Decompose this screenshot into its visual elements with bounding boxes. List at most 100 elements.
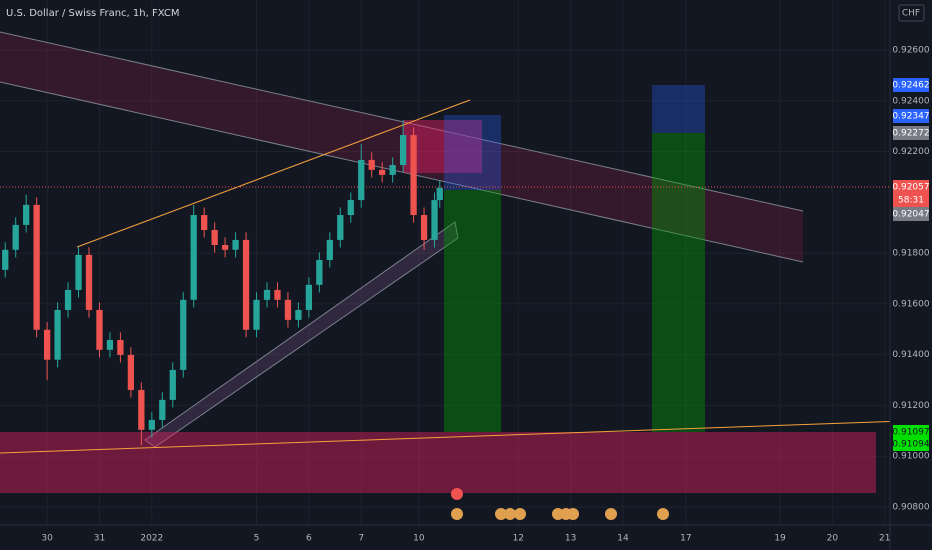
candle-body bbox=[43, 329, 51, 360]
x-tick-label: 17 bbox=[680, 534, 691, 544]
price-tag: 0.91094 bbox=[892, 440, 929, 450]
events bbox=[451, 488, 669, 520]
x-axis: 30 31 2022 5 6 7 10 12 13 14 17 19 20 21 bbox=[41, 534, 890, 544]
rising-channel bbox=[144, 221, 459, 448]
y-tick-label: 0.90800 bbox=[892, 502, 929, 512]
candles bbox=[2, 120, 443, 446]
x-tick-label: 20 bbox=[827, 534, 839, 544]
currency-label: CHF bbox=[902, 9, 920, 19]
y-axis: 0.92600 0.92400 0.92200 0.91800 0.91600 0.914… bbox=[892, 46, 929, 513]
support-zone bbox=[0, 432, 876, 493]
x-tick-label: 10 bbox=[413, 534, 425, 544]
candle-body bbox=[23, 204, 30, 225]
candle-body bbox=[64, 289, 72, 310]
candle-body bbox=[33, 204, 40, 330]
event-icon[interactable] bbox=[514, 508, 526, 520]
candle-body bbox=[326, 239, 333, 260]
chart-title: U.S. Dollar / Swiss Franc, 1h, FXCM bbox=[6, 8, 179, 19]
x-tick-label: 19 bbox=[774, 534, 786, 544]
trend-line bbox=[0, 419, 932, 454]
stop-box bbox=[444, 190, 501, 432]
y-tick-label: 0.91200 bbox=[892, 401, 929, 411]
event-icon[interactable] bbox=[451, 508, 463, 520]
y-tick-label: 0.92400 bbox=[892, 96, 929, 106]
event-icon[interactable] bbox=[567, 508, 579, 520]
channel-line bbox=[0, 81, 804, 263]
candle-body bbox=[232, 239, 239, 250]
candle-body bbox=[284, 299, 292, 320]
grid bbox=[0, 0, 890, 525]
candle-body bbox=[253, 299, 260, 330]
candle-body bbox=[379, 169, 386, 175]
candle-body bbox=[54, 309, 61, 360]
price-tag: 0.92272 bbox=[892, 129, 929, 139]
price-tag: 0.92462 bbox=[892, 81, 929, 91]
candle-body bbox=[180, 299, 187, 370]
stop-box bbox=[652, 133, 705, 432]
candle-body bbox=[75, 254, 82, 290]
candle-body bbox=[12, 224, 19, 250]
y-tick-label: 0.91600 bbox=[892, 299, 929, 309]
target-box bbox=[444, 115, 501, 190]
x-tick-label: 12 bbox=[513, 534, 524, 544]
candle-body bbox=[159, 399, 166, 420]
x-tick-label: 7 bbox=[358, 534, 364, 544]
event-icon[interactable] bbox=[495, 508, 507, 520]
x-tick-label: 2022 bbox=[140, 534, 163, 544]
price-tags: 0.92462 0.92347 0.92272 0.92057 58:31 0.… bbox=[892, 78, 930, 451]
candle-body bbox=[420, 215, 428, 240]
y-tick-label: 0.91000 bbox=[892, 452, 929, 462]
candle-body bbox=[368, 159, 375, 170]
candle-body bbox=[431, 200, 438, 240]
event-icon[interactable] bbox=[504, 508, 516, 520]
candle-body bbox=[85, 254, 93, 310]
price-tag: 0.92047 bbox=[892, 210, 929, 220]
candle-body bbox=[358, 159, 365, 201]
candle-body bbox=[190, 215, 197, 300]
tag-bg bbox=[893, 109, 929, 123]
candle-body bbox=[305, 284, 313, 310]
price-tag: 0.91097 bbox=[892, 428, 929, 438]
candle-body bbox=[201, 215, 208, 231]
x-tick-label: 5 bbox=[254, 534, 260, 544]
candle-body bbox=[169, 369, 176, 400]
x-tick-label: 6 bbox=[306, 534, 312, 544]
tag-bg bbox=[893, 207, 929, 221]
candle-body bbox=[138, 389, 145, 430]
x-tick-label: 30 bbox=[41, 534, 53, 544]
candle-body bbox=[410, 135, 417, 216]
candle-body bbox=[106, 339, 114, 350]
candle-body bbox=[2, 249, 9, 270]
x-tick-label: 31 bbox=[94, 534, 105, 544]
candle-body bbox=[316, 259, 323, 285]
candle-body bbox=[96, 309, 103, 350]
y-tick-label: 0.91800 bbox=[892, 249, 929, 259]
price-tag: 0.92347 bbox=[892, 112, 929, 122]
y-tick-label: 0.92200 bbox=[892, 147, 929, 157]
tag-bg bbox=[893, 78, 929, 92]
candle-body bbox=[347, 200, 354, 216]
candle-body bbox=[436, 187, 443, 201]
event-icon[interactable] bbox=[657, 508, 669, 520]
x-tick-label: 21 bbox=[879, 534, 890, 544]
candle-body bbox=[242, 239, 250, 330]
candle-body bbox=[337, 215, 344, 240]
candle-body bbox=[399, 135, 407, 166]
tag-bg bbox=[893, 425, 929, 451]
y-tick-label: 0.92600 bbox=[892, 46, 929, 56]
currency-box[interactable] bbox=[898, 4, 925, 22]
y-tick-label: 0.91400 bbox=[892, 350, 929, 360]
event-icon[interactable] bbox=[605, 508, 617, 520]
trend-line bbox=[76, 99, 471, 248]
candle-body bbox=[274, 289, 281, 300]
x-tick-label: 13 bbox=[565, 534, 576, 544]
candle-body bbox=[127, 354, 135, 390]
countdown: 58:31 bbox=[898, 196, 924, 206]
price-tag: 0.92057 bbox=[892, 183, 929, 193]
channel-line bbox=[0, 31, 804, 212]
event-icon[interactable] bbox=[451, 488, 463, 500]
candle-body bbox=[221, 244, 229, 250]
